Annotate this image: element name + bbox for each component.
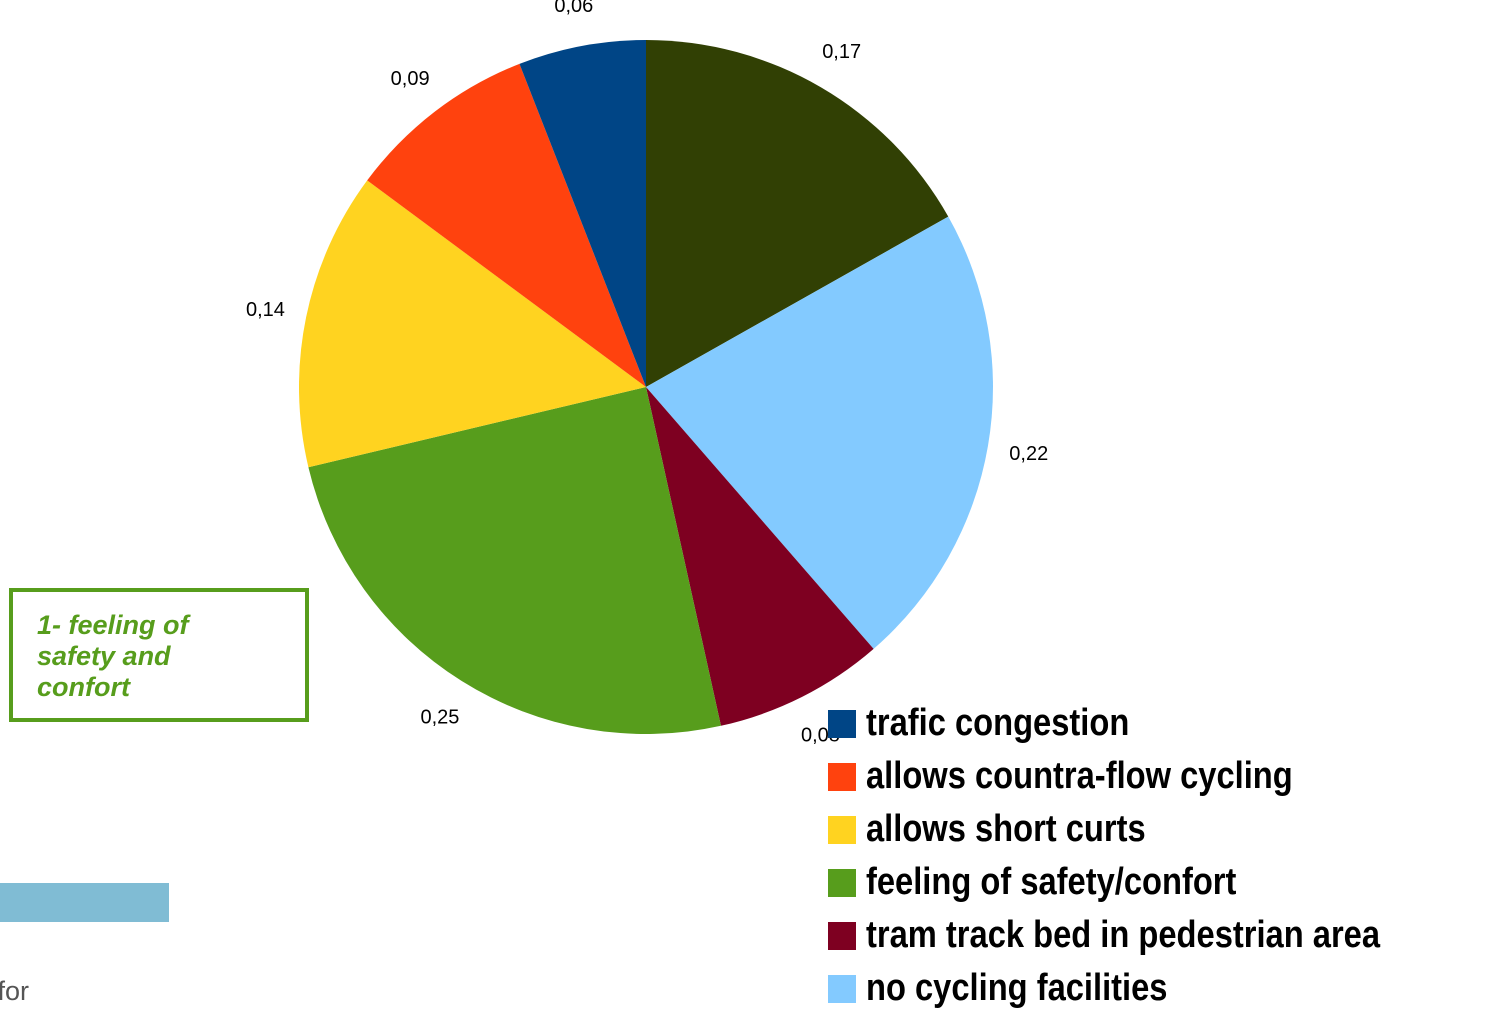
legend-swatch	[828, 762, 856, 791]
legend-label: allows short curts	[866, 808, 1146, 850]
legend-swatch	[828, 815, 856, 844]
data-label: 0,14	[246, 299, 285, 321]
data-label: 0,25	[420, 707, 459, 729]
legend: trafic congestion allows countra-flow cyc…	[828, 697, 1464, 1015]
data-label: 0,22	[1009, 443, 1048, 465]
legend-swatch	[828, 868, 856, 897]
callout-text: 1- feeling of safety and confort	[37, 610, 189, 702]
legend-label: trafic congestion	[866, 702, 1130, 744]
footer-bar	[0, 883, 169, 922]
footer-text-content: entists for	[0, 976, 30, 1006]
data-label: 0,06	[554, 0, 593, 17]
legend-label: tram track bed in pedestrian area	[866, 914, 1381, 956]
pie-slice	[646, 216, 993, 649]
callout-box: 1- feeling of safety and confort	[9, 588, 309, 722]
legend-item: no cycling facilities	[828, 962, 1464, 1015]
data-label: 0,09	[391, 68, 430, 90]
legend-label: feeling of safety/confort	[866, 861, 1237, 903]
legend-item: allows short curts	[828, 803, 1464, 856]
legend-label: no cycling facilities	[866, 967, 1168, 1009]
legend-item: tram track bed in pedestrian area	[828, 909, 1464, 962]
data-label: 0,17	[822, 41, 861, 63]
pie-slice	[308, 387, 721, 735]
legend-item: feeling of safety/confort	[828, 856, 1464, 909]
legend-swatch	[828, 974, 856, 1003]
footer-text: entists for	[0, 973, 173, 1009]
pie-slice	[367, 63, 646, 387]
pie-slice	[646, 40, 949, 387]
legend-swatch	[828, 921, 856, 950]
pie-slice	[519, 40, 646, 387]
legend-swatch	[828, 709, 856, 738]
legend-label: allows countra-flow cycling	[866, 755, 1293, 797]
legend-item: trafic congestion	[828, 697, 1464, 750]
pie-slice	[646, 387, 874, 726]
legend-item: allows countra-flow cycling	[828, 750, 1464, 803]
pie-slice	[299, 180, 646, 468]
